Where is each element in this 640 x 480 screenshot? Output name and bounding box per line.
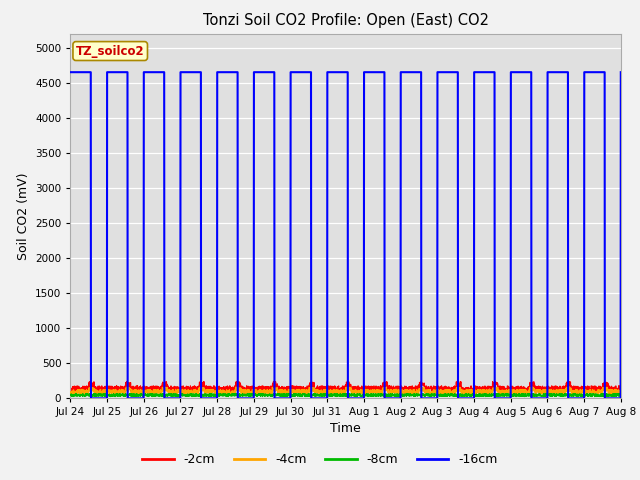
Legend: -2cm, -4cm, -8cm, -16cm: -2cm, -4cm, -8cm, -16cm [138,448,502,471]
Text: TZ_soilco2: TZ_soilco2 [76,45,145,58]
X-axis label: Time: Time [330,421,361,434]
Y-axis label: Soil CO2 (mV): Soil CO2 (mV) [17,172,29,260]
Title: Tonzi Soil CO2 Profile: Open (East) CO2: Tonzi Soil CO2 Profile: Open (East) CO2 [203,13,488,28]
